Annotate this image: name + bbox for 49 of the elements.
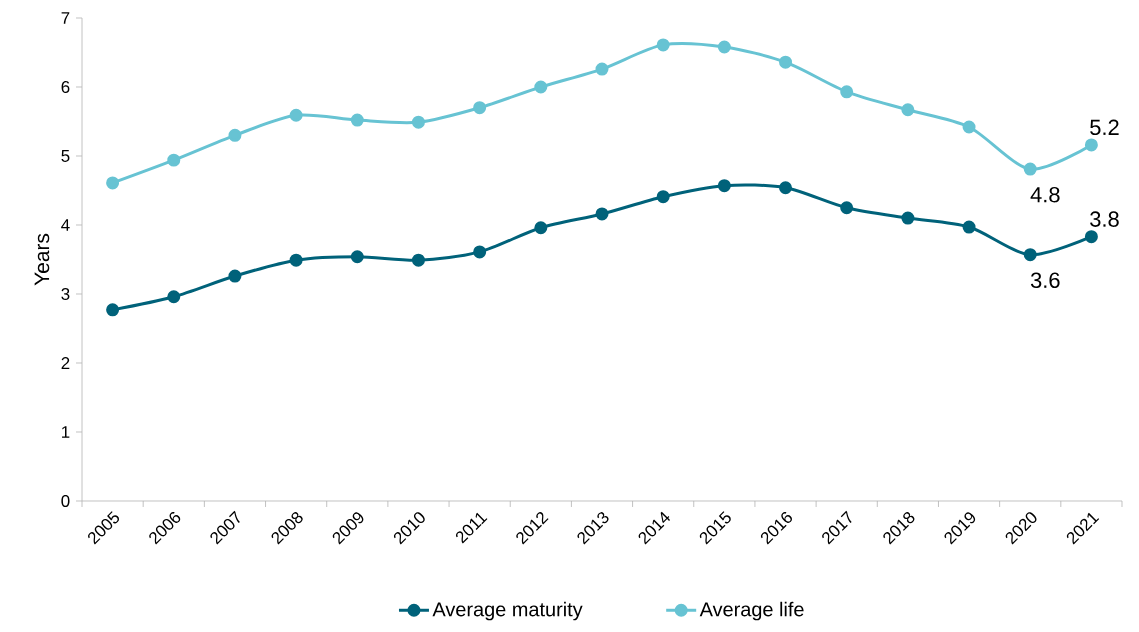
point: [840, 201, 854, 215]
point: [228, 128, 242, 142]
point: [901, 103, 915, 117]
point: [717, 179, 731, 193]
point: [228, 269, 242, 283]
y-tick-label: 4: [61, 219, 70, 231]
point: [534, 80, 548, 94]
point: [106, 176, 120, 190]
data-label: 4.8: [1030, 186, 1060, 203]
point: [1023, 248, 1037, 262]
data-label: 5.2: [1090, 119, 1119, 136]
data-label: 3.6: [1030, 272, 1060, 289]
point: [473, 245, 487, 259]
point: [350, 250, 364, 264]
point: [717, 40, 731, 54]
point: [779, 55, 793, 69]
point: [411, 253, 425, 267]
point: [289, 108, 303, 122]
legend-label: Average maturity: [432, 601, 583, 621]
point: [1084, 230, 1098, 244]
point: [1023, 162, 1037, 176]
y-tick-label: 5: [61, 150, 70, 162]
point: [167, 290, 181, 304]
point: [840, 85, 854, 99]
y-tick-label: 3: [61, 287, 70, 300]
point: [656, 190, 670, 204]
point: [289, 253, 303, 267]
point: [1084, 138, 1098, 152]
point: [350, 113, 364, 127]
point: [411, 115, 425, 129]
point: [473, 101, 487, 115]
point: [167, 153, 181, 167]
point: [106, 303, 120, 317]
y-tick-label: 0: [61, 494, 70, 507]
point: [962, 220, 976, 234]
point: [901, 211, 915, 225]
y-tick-label: 1: [62, 426, 70, 438]
y-tick-label: 2: [61, 357, 70, 369]
point: [595, 207, 609, 221]
point: [779, 181, 793, 195]
point: [962, 120, 976, 134]
data-label: 3.8: [1090, 211, 1119, 227]
y-tick-label: 6: [61, 80, 70, 93]
legend-label: Average life: [699, 601, 804, 621]
point: [656, 38, 670, 52]
y-tick-label: 7: [61, 12, 70, 24]
point: [595, 62, 609, 76]
point: [534, 221, 548, 235]
y-axis-title: Years: [34, 233, 50, 286]
